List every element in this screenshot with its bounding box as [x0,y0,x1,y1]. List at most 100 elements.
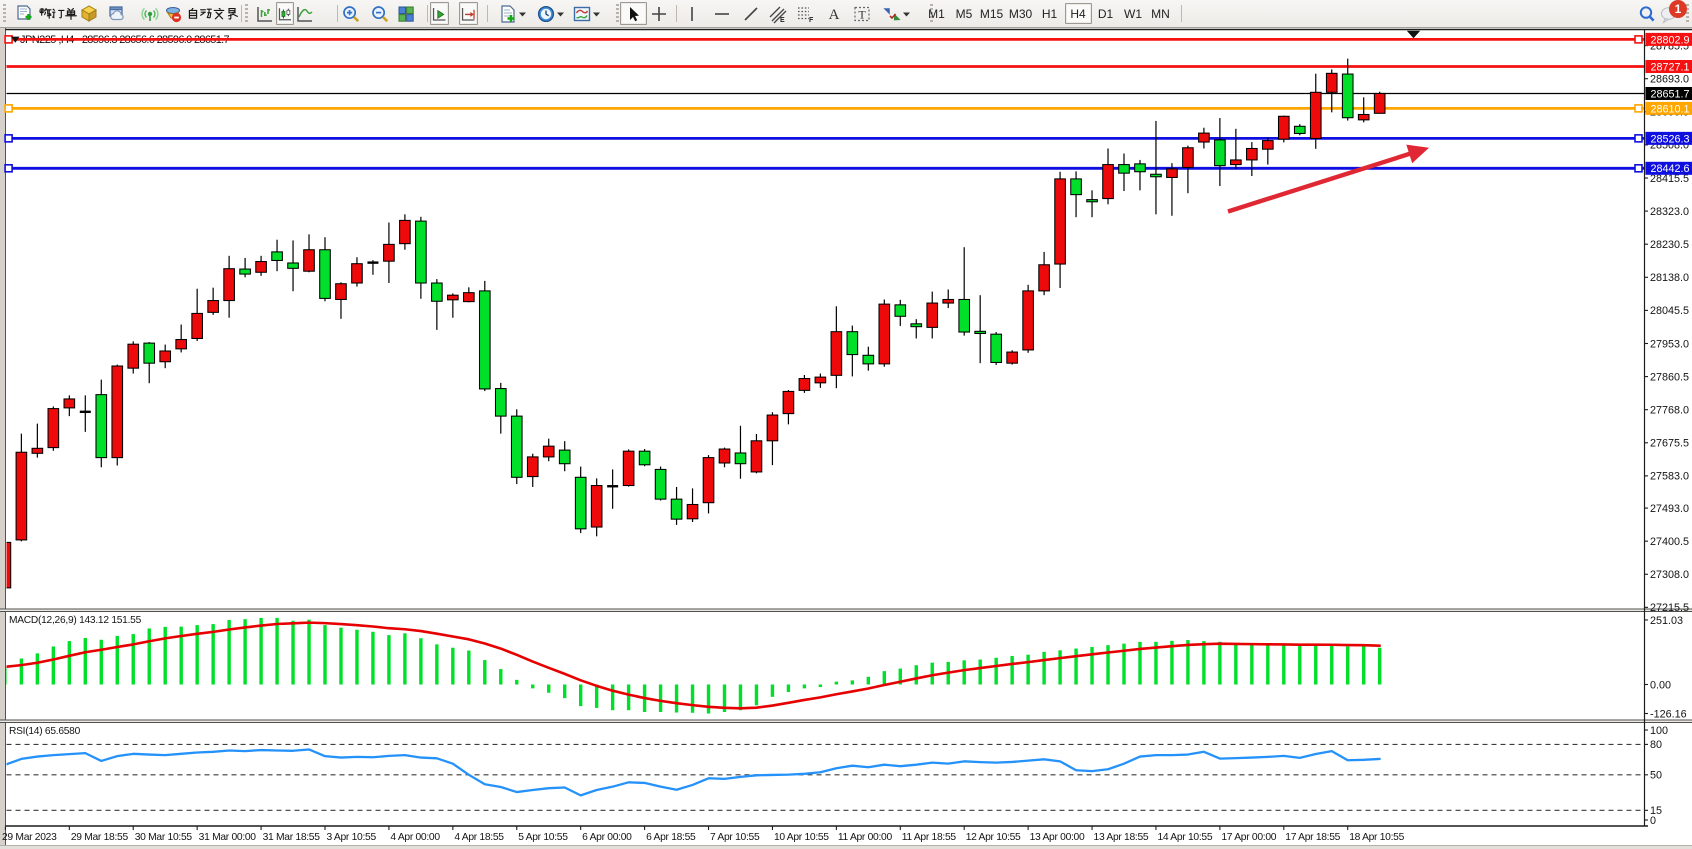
periods-button[interactable] [535,2,566,25]
text-button[interactable]: A [823,2,845,25]
trendline-button[interactable] [739,2,762,25]
candle-body [287,262,299,269]
data-window-button[interactable] [138,2,161,25]
timeframe-button-m30[interactable]: M30 [1008,6,1033,21]
cursor-button[interactable] [619,2,647,25]
panel-borders [0,28,1692,827]
line-handle[interactable] [4,104,13,113]
line-handle[interactable] [1634,134,1643,143]
dropdown-caret-icon [592,12,600,16]
timeframe-button-h1[interactable]: H1 [1041,6,1058,21]
candle [574,466,587,534]
candle [159,344,172,369]
toolbar-separator [1180,5,1182,22]
time-tick-label: 31 Mar 18:55 [263,832,321,843]
text-label-button[interactable]: T [850,2,874,25]
chart-shift-button[interactable] [458,2,478,25]
macd-bar [403,633,407,685]
price-tick-label: 27768.0 [1650,404,1689,416]
macd-bar [1154,641,1158,685]
candle [1246,142,1258,177]
candle-chart-button[interactable] [275,2,294,25]
candle-body [750,440,763,473]
timeframe-button-m1[interactable]: M1 [928,6,945,21]
auto-scroll-button[interactable] [429,2,449,25]
horizontal-line-objects[interactable] [6,37,1645,170]
candle-body [143,342,156,364]
profiles-button[interactable] [105,2,129,25]
candle [478,280,491,392]
candle-body [622,450,635,487]
chart-shift-marker[interactable] [1406,30,1421,39]
timeframe-button-m15[interactable]: M15 [979,6,1004,21]
svg-text:T: T [858,7,866,21]
channel-button[interactable]: E [765,2,789,25]
svg-text:A: A [829,7,840,23]
macd-bar [1202,641,1206,685]
timeframe-button-h4[interactable]: H4 [1064,3,1092,24]
candle [207,287,219,315]
search-icon [1639,5,1655,21]
line-handle[interactable] [4,134,13,143]
vline-button[interactable] [681,2,703,25]
one-click-trading-arrow[interactable] [11,36,20,43]
price-line-label-chip [1645,86,1692,100]
candle-body [191,312,203,339]
time-tick-label: 18 Apr 10:55 [1349,832,1404,843]
trend-arrow-head[interactable] [1406,144,1429,164]
trend-arrow[interactable] [1227,144,1429,214]
fibonacci-button[interactable]: F [793,2,817,25]
new-chart-button[interactable] [78,2,100,25]
arrows-button[interactable] [881,2,911,25]
bar-chart-button[interactable] [252,2,277,25]
line-handle[interactable] [4,35,13,44]
line-handle[interactable] [4,164,13,173]
macd-bar [834,681,839,685]
trend-arrow-line[interactable] [1227,151,1413,214]
line-handle[interactable] [1634,164,1643,173]
timeframe-button-w1[interactable]: W1 [1124,6,1142,21]
macd-bar [147,628,151,685]
zoom-in-button[interactable] [338,2,363,25]
toolbar-separator [487,5,488,22]
timeframe-button-mn[interactable]: MN [1151,6,1170,21]
tile-windows-button[interactable] [393,2,418,25]
indicators-button[interactable] [570,2,602,25]
price-line-label-chip [1645,131,1692,145]
macd-bar [195,625,199,685]
time-tick-label: 12 Apr 10:55 [966,832,1021,843]
candle-body [447,294,459,301]
hline-button[interactable] [711,2,733,25]
candle [223,255,235,318]
macd-bar [978,659,982,685]
macd-bar [738,684,743,711]
macd-bar [451,647,455,685]
chart-window[interactable] [6,28,1692,845]
macd-bar [131,634,135,685]
line-handles[interactable] [4,35,1643,173]
line-handle[interactable] [1634,35,1643,44]
line-handle[interactable] [1634,104,1643,113]
macd-bar [1042,651,1046,685]
autotrading-button[interactable] [162,2,240,25]
candle [894,299,907,326]
line-chart-icon [297,6,313,22]
search-button[interactable] [1635,2,1658,25]
templates-button[interactable] [496,2,529,25]
candle-body [1293,125,1306,134]
price-tick-label: 28415.5 [1650,173,1689,185]
candle [79,395,91,432]
timeframe-button-m5[interactable]: M5 [955,6,973,21]
new-order-button[interactable] [11,2,81,25]
candle [1357,97,1370,123]
line-chart-button[interactable] [293,2,317,25]
notifications-button[interactable]: 1 [1657,0,1687,25]
macd-bar [227,619,231,685]
time-tick-label: 5 Apr 10:55 [518,832,568,843]
cursor-icon [630,6,639,21]
timeframe-button-d1[interactable]: D1 [1097,6,1114,21]
crosshair-button[interactable] [648,2,670,25]
zoom-out-button[interactable] [367,2,392,25]
price-tick-label: 28138.0 [1650,272,1689,284]
